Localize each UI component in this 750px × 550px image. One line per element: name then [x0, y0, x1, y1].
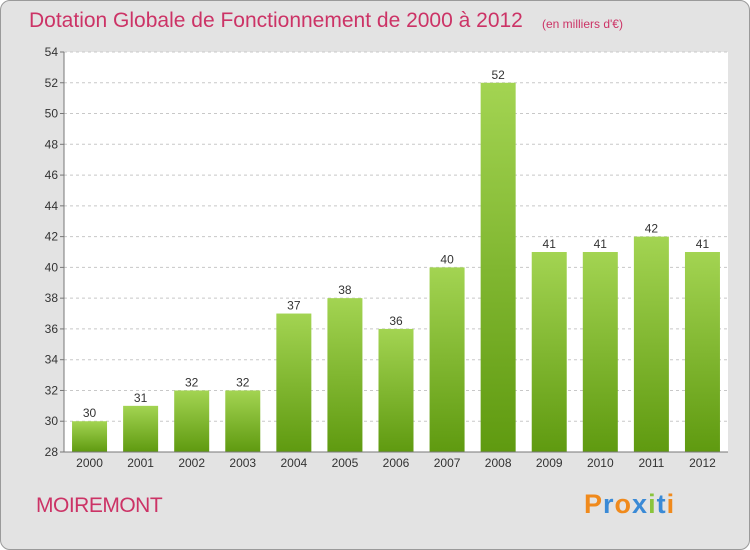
x-tick-label: 2004 [280, 456, 307, 470]
logo-letter: i [666, 489, 676, 519]
y-tick-label: 46 [45, 168, 59, 182]
bar-2009 [531, 252, 567, 452]
x-tick-label: 2006 [383, 456, 410, 470]
x-tick-label: 2012 [689, 456, 716, 470]
bar-2002 [174, 390, 210, 452]
y-tick-label: 30 [45, 414, 59, 428]
x-tick-label: 2010 [587, 456, 614, 470]
bars: 30 31 32 32 37 38 36 40 52 41 41 42 41 [72, 68, 720, 453]
bar-value-label: 31 [134, 391, 148, 405]
y-tick-label: 32 [45, 383, 59, 397]
bar-value-label: 41 [543, 237, 557, 251]
bar-value-label: 32 [185, 375, 199, 389]
x-tick-label: 2001 [127, 456, 154, 470]
bar-2008 [480, 82, 516, 453]
bar-2006 [378, 328, 414, 452]
bar-value-label: 52 [491, 68, 505, 82]
bar-value-label: 30 [83, 406, 97, 420]
commune-name: MOIREMONT [36, 494, 163, 517]
y-tick-label: 54 [45, 45, 59, 59]
bar-value-label: 41 [696, 237, 710, 251]
bar-value-label: 42 [645, 222, 659, 236]
logo-letter: t [656, 489, 667, 519]
x-tick-label: 2011 [638, 456, 664, 470]
y-tick-label: 34 [45, 353, 59, 367]
bar-value-label: 37 [287, 299, 301, 313]
bar-2001 [123, 405, 159, 452]
y-axis: 28 30 32 34 36 38 40 42 44 46 48 50 52 54 [45, 45, 65, 459]
y-tick-label: 52 [45, 76, 59, 90]
bar-2007 [429, 267, 465, 452]
bar-value-label: 41 [594, 237, 608, 251]
bar-value-label: 32 [236, 375, 250, 389]
logo-letter: x [632, 489, 649, 519]
x-axis: 2000 2001 2002 2003 2004 2005 2006 2007 2008 2009… [64, 451, 728, 470]
bar-2010 [582, 252, 618, 452]
proxiti-logo[interactable]: Proxiti [584, 489, 675, 520]
bar-2012 [684, 252, 720, 452]
chart-unit: (en milliers d'€) [542, 17, 623, 31]
y-tick-label: 44 [45, 199, 59, 213]
x-tick-label: 2007 [434, 456, 461, 470]
bar-2004 [276, 313, 312, 452]
logo-letter: i [648, 489, 657, 519]
x-tick-label: 2002 [178, 456, 205, 470]
logo-letter: r [603, 489, 615, 519]
x-tick-label: 2008 [485, 456, 512, 470]
y-tick-label: 28 [45, 445, 59, 459]
x-tick-label: 2009 [536, 456, 563, 470]
y-tick-label: 36 [45, 322, 59, 336]
x-tick-label: 2005 [332, 456, 359, 470]
bar-2003 [225, 390, 261, 452]
bar-value-label: 40 [440, 252, 454, 266]
y-tick-label: 40 [45, 260, 59, 274]
x-tick-label: 2000 [76, 456, 103, 470]
y-tick-label: 38 [45, 291, 59, 305]
bar-value-label: 36 [389, 314, 403, 328]
bar-value-label: 38 [338, 283, 352, 297]
x-tick-label: 2003 [229, 456, 256, 470]
logo-letter: o [614, 489, 633, 519]
y-tick-label: 42 [45, 230, 59, 244]
y-tick-label: 50 [45, 107, 59, 121]
chart-title: Dotation Globale de Fonctionnement de 20… [29, 9, 523, 32]
bar-2011 [633, 236, 669, 452]
logo-letter: P [584, 489, 604, 519]
y-tick-label: 48 [45, 137, 59, 151]
bar-2000 [72, 421, 108, 452]
bar-2005 [327, 298, 363, 452]
